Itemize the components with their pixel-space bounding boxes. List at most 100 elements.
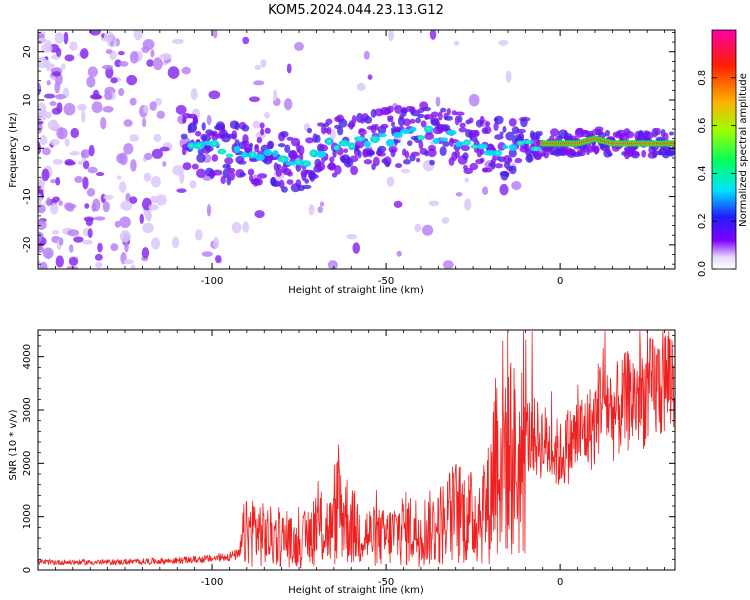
ridge-halo-cell — [424, 132, 435, 141]
ridge-core-cell — [263, 149, 273, 156]
noise-cell — [264, 112, 270, 119]
noise-cell — [152, 57, 163, 71]
ridge-halo-cell — [377, 145, 387, 153]
ridge-halo-cell — [485, 121, 491, 127]
ridge-halo-cell — [247, 168, 255, 176]
ridge-halo-cell — [287, 171, 293, 177]
ridge-halo-cell — [397, 116, 405, 127]
ridge-core-cell — [432, 137, 440, 144]
ridge-halo-cell — [357, 150, 362, 159]
ridge-halo-cell — [420, 120, 427, 128]
colorbar-tick-label: 0.2 — [697, 213, 708, 229]
ridge-halo-cell — [525, 153, 534, 163]
ridge-halo-cell — [380, 123, 389, 129]
noise-cell — [400, 168, 411, 174]
noise-cell — [511, 181, 522, 191]
ridge-core-cell — [464, 140, 469, 144]
ridge-halo-cell — [415, 158, 421, 163]
noise-cell — [95, 261, 103, 269]
ridge-halo-cell — [494, 163, 503, 169]
noise-cell — [119, 216, 131, 228]
noise-cell — [179, 171, 185, 184]
ridge-core-cell — [272, 150, 279, 158]
noise-cell — [85, 217, 93, 227]
noise-cell — [464, 177, 470, 183]
ridge-halo-cell — [276, 164, 282, 169]
noise-cell — [38, 219, 47, 230]
noise-cell — [64, 202, 74, 211]
ridge-core-cell — [518, 141, 523, 145]
noise-cell — [117, 50, 125, 56]
snr-x-tick-label: -50 — [378, 577, 394, 588]
noise-cell — [116, 153, 126, 164]
ridge-halo-cell — [509, 165, 517, 175]
ridge-halo-cell — [354, 139, 365, 149]
ridge-core-cell — [281, 157, 286, 161]
noise-cell — [283, 98, 293, 111]
snr-series-line — [38, 331, 675, 569]
ridge-core-cell — [439, 137, 449, 142]
ridge-halo-cell — [439, 146, 447, 157]
noise-cell — [356, 82, 366, 91]
ridge-halo-cell — [297, 145, 305, 155]
ridge-halo-cell — [180, 133, 188, 140]
noise-cell — [82, 239, 94, 245]
ridge-halo-cell — [444, 115, 454, 121]
ridge-halo-cell — [220, 176, 226, 185]
noise-cell — [46, 80, 51, 86]
heatmap-y-label: Frequency (Hz) — [8, 112, 19, 188]
heatmap-y-tick-label: 0 — [22, 145, 33, 151]
noise-cell — [66, 265, 79, 269]
noise-cell — [455, 192, 463, 197]
noise-cell — [103, 31, 115, 43]
noise-cell — [54, 32, 65, 44]
ridge-halo-cell — [631, 150, 640, 157]
noise-cell — [64, 158, 74, 166]
noise-cell — [254, 64, 261, 71]
noise-cell — [175, 104, 187, 115]
ridge-core-cell — [393, 132, 403, 138]
noise-cell — [156, 110, 165, 119]
ridge-halo-cell — [325, 118, 333, 125]
ridge-halo-cell — [427, 148, 437, 158]
ridge-halo-cell — [256, 136, 263, 144]
noise-cell — [231, 221, 242, 234]
noise-cell — [110, 243, 119, 252]
noise-cell — [81, 110, 86, 123]
noise-cell — [124, 241, 129, 253]
ridge-core-cell — [285, 161, 297, 166]
noise-cell — [120, 200, 133, 211]
noise-cell — [64, 54, 75, 62]
ridge-halo-cell — [349, 155, 359, 163]
ridge-halo-cell — [305, 137, 314, 144]
ridge-halo-cell — [505, 131, 515, 141]
noise-cell — [55, 177, 61, 186]
ridge-halo-cell — [654, 127, 661, 136]
ridge-core-cell — [296, 160, 301, 164]
ridge-halo-cell — [278, 179, 285, 189]
noise-cell — [41, 168, 50, 182]
colorbar-tick-label: 0.0 — [697, 261, 708, 277]
noise-cell — [441, 217, 450, 224]
ridge-core-cell — [233, 145, 241, 154]
ridge-halo-cell — [407, 140, 413, 147]
noise-cell — [201, 251, 213, 257]
noise-cell — [91, 94, 103, 100]
noise-cell — [367, 74, 373, 80]
ridge-halo-cell — [295, 163, 302, 172]
noise-cell — [88, 144, 95, 157]
heatmap-x-tick-label: 0 — [557, 276, 563, 287]
noise-cell — [51, 76, 56, 81]
noise-cell — [63, 102, 76, 116]
noise-cell — [50, 179, 57, 184]
ridge-halo-cell — [329, 156, 335, 163]
noise-cell — [414, 223, 422, 232]
noise-cell — [40, 43, 53, 53]
ridge-halo-cell — [429, 159, 435, 166]
ridge-halo-cell — [196, 153, 206, 163]
noise-cell — [505, 70, 512, 83]
colorbar-ticks: 0.0 0.2 0.4 0.6 0.8 — [697, 70, 736, 277]
noise-cell — [69, 151, 81, 156]
ridge-halo-cell — [326, 127, 332, 135]
